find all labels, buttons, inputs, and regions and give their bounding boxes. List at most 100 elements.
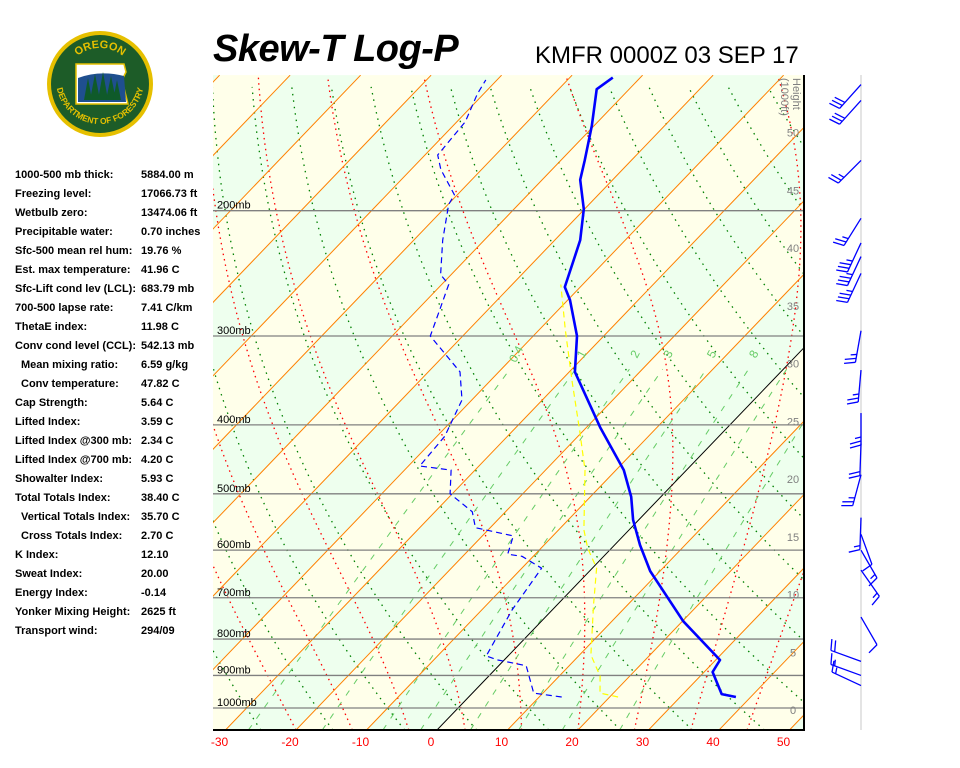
wind-barb-half: [834, 667, 838, 674]
wind-barb-staff: [843, 217, 862, 246]
index-value: 5884.00 m: [141, 169, 194, 181]
temperature-band: [789, 714, 804, 730]
index-value: 2.70 C: [141, 530, 174, 542]
index-label: ThetaE index:: [15, 321, 88, 333]
wind-barb-full: [837, 279, 850, 283]
wind-barb-full: [848, 474, 861, 479]
wind-barb-full: [849, 444, 862, 449]
isotherm: [213, 75, 432, 304]
wind-barb-full: [836, 299, 848, 304]
wind-barb: [860, 616, 878, 654]
wind-barb-full: [830, 174, 842, 181]
index-row: Lifted Index @300 mb: 2.34 C: [15, 435, 211, 454]
index-row: Freezing level: 17066.73 ft: [15, 188, 211, 207]
index-row: Cap Strength: 5.64 C: [15, 397, 211, 416]
index-value: 19.76 %: [141, 245, 182, 257]
wind-barb: [848, 517, 862, 553]
index-row: Lifted Index: 3.59 C: [15, 416, 211, 435]
index-row: Sfc-500 mean rel hum: 19.76 %: [15, 245, 211, 264]
height-tick-label: 30: [787, 359, 799, 371]
index-row: Mean mixing ratio: 6.59 g/kg: [15, 359, 211, 378]
wind-barb: [828, 160, 862, 184]
dry-adiabat: [251, 86, 550, 730]
dewpoint-trace: [419, 79, 562, 698]
isobar-label: 300mb: [217, 325, 251, 337]
index-row: Lifted Index @700 mb: 4.20 C: [15, 454, 211, 473]
wind-barb-full: [837, 296, 850, 300]
index-row: ThetaE index: 11.98 C: [15, 321, 211, 340]
x-tick-label: 10: [495, 735, 509, 749]
wind-barb-full: [871, 595, 880, 606]
isotherm: [295, 200, 804, 730]
isotherm: [507, 420, 804, 730]
dry-adiabat: [370, 86, 765, 730]
index-label: Total Totals Index:: [15, 492, 111, 504]
index-value: 5.93 C: [141, 473, 174, 485]
wind-barb-full: [834, 96, 846, 104]
wind-barb-half: [853, 544, 861, 548]
height-axis-label: Height(1000ft): [778, 78, 802, 116]
index-row: Est. max temperature: 41.96 C: [15, 264, 211, 283]
index-row: Yonker Mixing Height: 2625 ft: [15, 606, 211, 625]
wind-barb-half: [846, 259, 853, 262]
height-tick-label: 20: [787, 474, 799, 486]
index-value: -0.14: [141, 587, 167, 599]
wind-barb-full: [828, 176, 839, 184]
x-tick-label: 40: [706, 735, 720, 749]
dry-adiabat: [648, 86, 804, 338]
index-value: 2625 ft: [141, 606, 176, 618]
wind-barb-staff: [860, 549, 878, 579]
wind-barb-full: [836, 282, 848, 287]
isobar-label: 700mb: [217, 587, 251, 599]
index-row: Total Totals Index: 38.40 C: [15, 492, 211, 511]
height-tick-label: 35: [787, 301, 799, 313]
wind-barb-staff: [846, 242, 862, 273]
isotherm: [366, 273, 804, 730]
index-row: Cross Totals Index: 2.70 C: [15, 530, 211, 549]
x-tick-label: 50: [777, 735, 791, 749]
temperature-band: [0, 75, 8, 730]
isobar-label: 600mb: [217, 539, 251, 551]
wind-barb-full: [844, 361, 856, 364]
wind-barb-staff: [831, 671, 862, 687]
wind-barb-staff: [846, 273, 862, 303]
wind-barb-full: [849, 440, 862, 445]
temperature-band: [213, 75, 220, 83]
index-value: 294/09: [141, 625, 175, 637]
isotherm: [648, 567, 804, 730]
index-value: 20.00: [141, 568, 169, 580]
index-row: Precipitable water: 0.70 inches: [15, 226, 211, 245]
wind-barb: [844, 330, 862, 364]
index-label: 1000-500 mb thick:: [15, 169, 114, 181]
temperature-trace: [563, 76, 737, 699]
wind-barb-full: [831, 99, 843, 107]
height-axis-label-part: (1000ft): [778, 78, 790, 116]
wind-barb-staff: [860, 569, 880, 597]
index-label: Cap Strength:: [15, 397, 88, 409]
height-tick-label: 15: [787, 532, 799, 544]
wind-barb-full: [847, 397, 859, 401]
wind-barb: [836, 256, 862, 287]
isotherm: [0, 75, 79, 730]
isotherm: [0, 75, 8, 730]
height-tick-label: 10: [787, 590, 799, 602]
mixing-ratio-line: [619, 420, 804, 730]
isotherm: [213, 75, 502, 377]
dry-adiabat: [213, 519, 334, 730]
svg-text:OREGON: OREGON: [72, 39, 127, 59]
index-row: Transport wind: 294/09: [15, 625, 211, 644]
wind-barb-staff: [859, 517, 862, 550]
wind-barb-staff: [852, 474, 862, 506]
wind-barb-half: [872, 592, 878, 599]
dry-adiabat: [847, 87, 960, 730]
wind-barb-full: [835, 238, 847, 243]
height-tick-label: 50: [787, 128, 799, 140]
wind-barb-full: [830, 653, 833, 665]
wind-barb-half: [838, 173, 845, 178]
index-value: 542.13 mb: [141, 340, 195, 352]
index-row: Wetbulb zero: 13474.06 ft: [15, 207, 211, 226]
wind-barb-full: [829, 102, 840, 109]
index-label: Lifted Index:: [15, 416, 81, 428]
index-value: 12.10: [141, 549, 169, 561]
isotherm: [213, 75, 573, 450]
